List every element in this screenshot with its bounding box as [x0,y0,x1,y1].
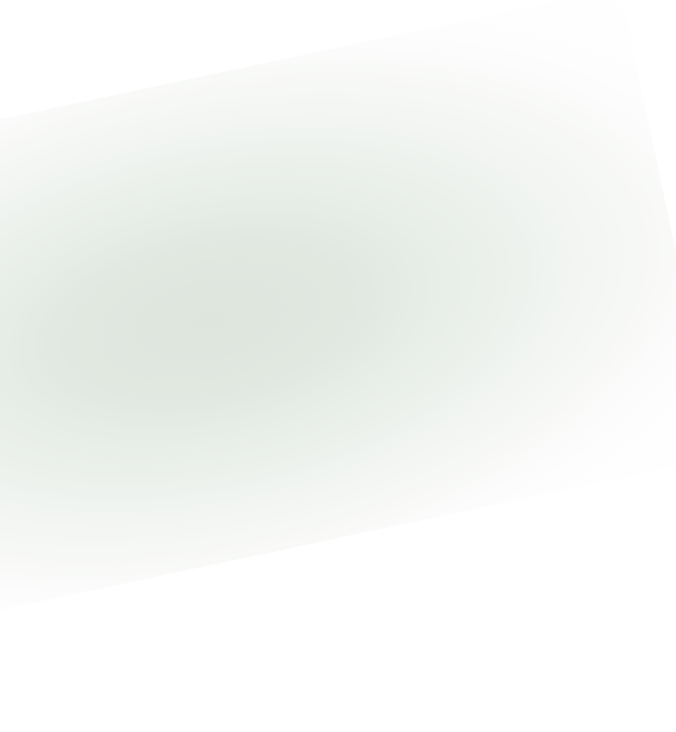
background-glow [0,0,676,653]
